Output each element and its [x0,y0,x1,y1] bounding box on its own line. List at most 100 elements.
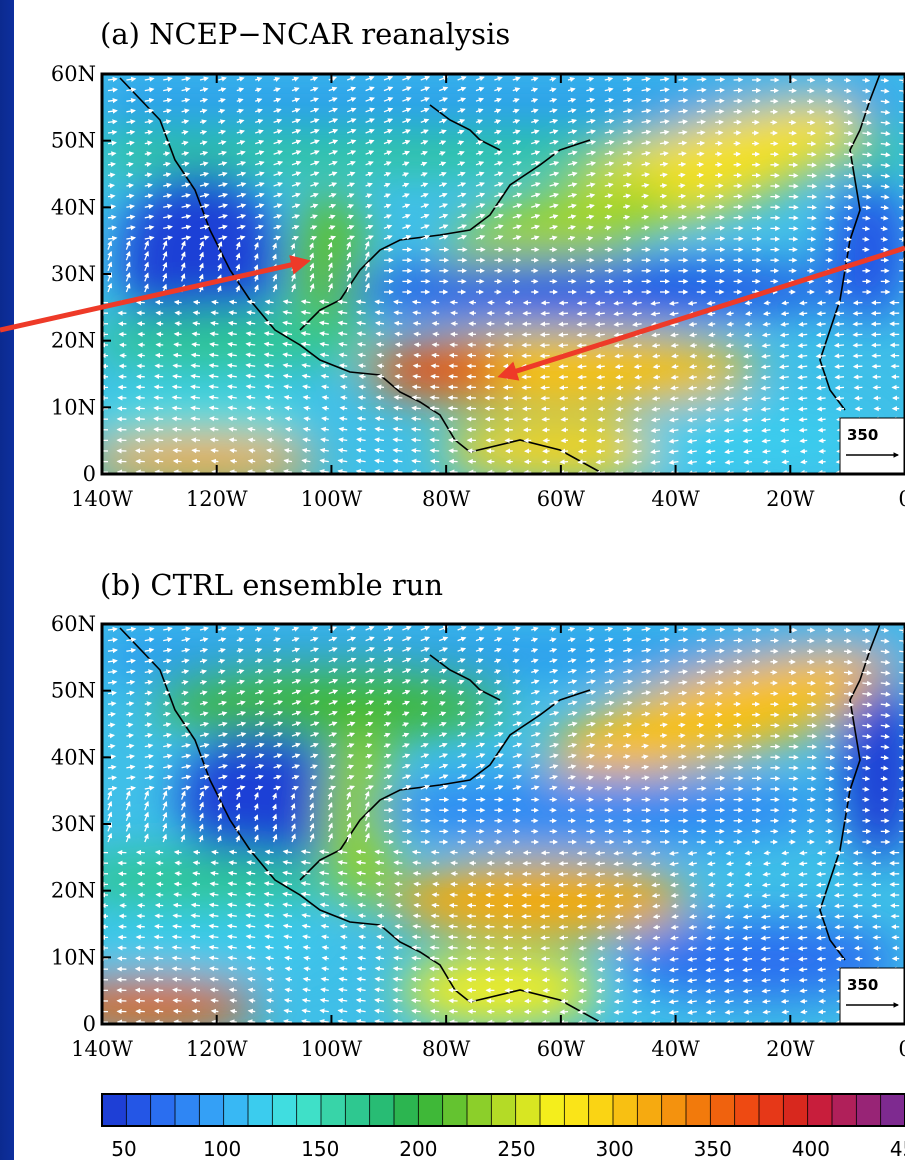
wind-vector [475,150,484,156]
wind-vector [172,458,182,464]
wind-vector [173,299,182,305]
wind-vector [494,140,503,146]
wind-vector [696,98,707,104]
wind-vector [816,945,826,951]
wind-vector [412,373,421,380]
y-tick-label: 20N [51,329,96,353]
wind-vector [255,203,265,209]
x-tick-label: 100W [301,487,363,511]
wind-vector [780,310,789,317]
wind-vector [708,332,716,338]
wind-vector [623,87,633,93]
wind-vector [614,427,624,433]
colorbar-label: 400 [792,1137,830,1160]
wind-vector [236,108,244,114]
wind-vector [689,342,697,348]
wind-vector [190,966,201,972]
wind-vector [393,384,403,390]
colorbar-cell [369,1093,395,1127]
wind-vector [191,881,201,887]
wind-vector [174,310,182,316]
y-tick-label: 0 [83,1012,96,1036]
wind-vector [365,161,374,166]
wind-vector [154,469,164,474]
wind-vector [825,183,836,189]
panel-a-wind-vectors [102,75,905,474]
wind-vector [678,161,687,168]
wind-vector [236,171,247,177]
wind-vector [843,215,853,221]
wind-vector [210,458,219,464]
panel-b-reference-vector-label: 350 [847,976,878,994]
wind-vector [494,161,504,166]
wind-vector [595,364,605,370]
wind-vector [678,183,686,189]
wind-vector [558,860,569,867]
colorbar-cell [271,1093,298,1127]
wind-vector [431,310,440,316]
wind-vector [383,172,392,177]
wind-vector [411,384,421,390]
wind-vector [394,913,403,919]
wind-vector [438,161,447,167]
wind-vector [815,342,826,349]
wind-vector [192,320,201,327]
wind-vector [834,935,845,941]
wind-vector [153,416,164,422]
wind-vector [671,903,679,909]
wind-vector [659,108,670,114]
wind-vector [218,171,228,177]
wind-vector [457,150,465,156]
wind-vector [744,871,753,877]
x-tick-label: 80W [422,487,471,511]
wind-vector [797,914,808,920]
wind-vector [597,956,605,962]
wind-vector [266,987,274,993]
wind-vector [835,395,845,401]
wind-vector [797,406,808,412]
wind-vector [715,754,725,760]
wind-vector [273,97,282,103]
wind-vector [604,87,614,93]
wind-vector [199,203,210,209]
y-tick-label: 30N [51,262,96,286]
wind-vector [726,321,734,327]
wind-vector [614,914,624,920]
wind-vector [171,976,182,982]
wind-vector [597,966,605,973]
y-tick-label: 40N [51,745,96,769]
wind-vector [181,97,191,103]
wind-vector [880,120,891,126]
colorbar-cell [807,1093,833,1127]
wind-vector [578,406,587,412]
wind-vector [144,151,153,157]
wind-vector [402,161,410,167]
wind-vector [744,321,753,327]
wind-vector [383,139,393,145]
wind-vector [438,182,448,188]
wind-vector [834,850,845,856]
wind-vector [376,934,385,940]
wind-vector [321,945,329,951]
wind-vector [696,680,706,686]
wind-vector [558,300,569,306]
wind-vector [144,140,153,146]
wind-vector [199,192,210,198]
wind-vector [659,733,668,739]
wind-vector [696,690,706,696]
wind-vector [228,299,237,305]
wind-vector [862,670,872,676]
wind-vector [328,203,337,209]
wind-vector [190,976,201,982]
wind-vector [210,310,219,316]
wind-vector [457,86,467,92]
wind-vector [339,395,348,401]
wind-vector [310,192,319,198]
wind-vector [420,192,429,198]
wind-vector [586,76,595,82]
wind-vector [633,395,642,401]
wind-vector [255,182,265,188]
wind-vector [825,215,835,221]
wind-vector [431,352,440,358]
wind-vector [578,438,587,444]
